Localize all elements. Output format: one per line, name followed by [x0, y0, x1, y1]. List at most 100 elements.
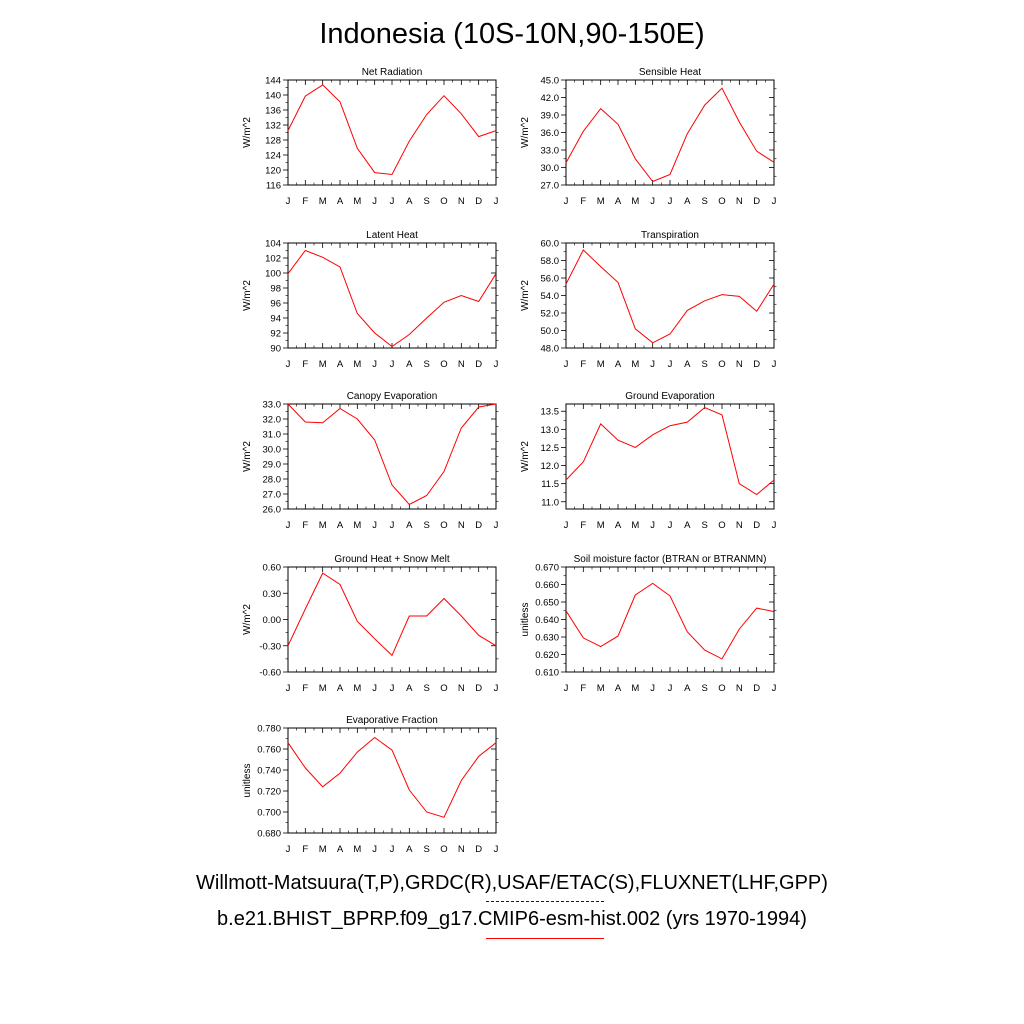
series-line — [287, 403, 497, 506]
x-tick-label: O — [440, 359, 447, 370]
x-tick-label: J — [772, 683, 777, 694]
y-tick-label: 45.0 — [541, 76, 560, 87]
plot-frame — [565, 79, 775, 186]
x-tick-label: J — [772, 520, 777, 531]
x-tick-label: A — [337, 359, 344, 370]
y-axis-label: unitless — [242, 764, 253, 798]
x-tick-label: F — [302, 844, 308, 855]
x-tick-label: A — [615, 683, 622, 694]
x-tick-label: M — [597, 359, 605, 370]
x-tick-label: A — [615, 520, 622, 531]
x-tick-label: F — [580, 359, 586, 370]
chart-panel: J F M A M J J A S O N D J26.027.028.029.030.031.032.… — [242, 391, 499, 531]
panel-title: Evaporative Fraction — [346, 715, 438, 726]
y-tick-label: 42.0 — [541, 93, 560, 104]
chart-panel: J F M A M J J A S O N D J116120124128132136140144Net… — [242, 67, 499, 207]
series-line — [287, 249, 497, 348]
x-tick-label: O — [440, 520, 447, 531]
series-line — [565, 87, 775, 183]
x-tick-label: J — [772, 359, 777, 370]
legend-observed-line — [486, 901, 604, 902]
y-axis-label: W/m^2 — [242, 604, 253, 635]
y-axis-label: W/m^2 — [520, 441, 531, 472]
series-line — [287, 572, 497, 657]
y-tick-label: 31.0 — [263, 430, 282, 441]
x-tick-label: D — [753, 683, 760, 694]
y-tick-label: 54.0 — [541, 291, 560, 302]
chart-panel: J F M A M J J A S O N D J11.011.512.012.513.013.5Gro… — [520, 391, 777, 531]
y-tick-label: -0.30 — [259, 641, 281, 652]
x-tick-label: A — [337, 196, 344, 207]
x-tick-label: N — [458, 844, 465, 855]
y-tick-label: 30.0 — [541, 163, 560, 174]
x-tick-label: M — [319, 359, 327, 370]
chart-panel: J F M A M J J A S O N D J0.6800.7000.7200.7400.7600.… — [242, 715, 499, 855]
x-tick-label: S — [423, 196, 429, 207]
y-tick-label: 36.0 — [541, 128, 560, 139]
x-tick-label: J — [494, 520, 499, 531]
legend-observed-label: Willmott-Matsuura(T,P),GRDC(R),USAF/ETAC… — [196, 872, 828, 894]
x-tick-label: D — [475, 844, 482, 855]
x-tick-label: F — [580, 683, 586, 694]
y-tick-label: 0.60 — [263, 563, 282, 574]
x-tick-label: D — [475, 520, 482, 531]
y-axis-label: W/m^2 — [242, 280, 253, 311]
x-tick-label: A — [684, 683, 691, 694]
x-tick-label: A — [615, 196, 622, 207]
y-tick-label: 96 — [270, 299, 281, 310]
x-tick-label: S — [423, 520, 429, 531]
y-tick-label: 50.0 — [541, 326, 560, 337]
x-tick-label: J — [668, 359, 673, 370]
y-tick-label: 94 — [270, 314, 281, 325]
plot-frame — [287, 727, 497, 834]
x-tick-label: M — [319, 196, 327, 207]
plot-frame — [287, 79, 497, 186]
x-tick-label: J — [564, 683, 569, 694]
x-tick-label: M — [631, 520, 639, 531]
y-axis-label: W/m^2 — [520, 117, 531, 148]
plot-frame — [565, 403, 775, 510]
x-tick-label: F — [302, 520, 308, 531]
x-tick-label: J — [564, 196, 569, 207]
x-tick-label: S — [423, 683, 429, 694]
y-tick-label: 30.0 — [263, 445, 282, 456]
y-tick-label: 56.0 — [541, 274, 560, 285]
x-tick-label: A — [337, 844, 344, 855]
y-tick-label: 120 — [265, 166, 281, 177]
y-tick-label: 13.5 — [541, 407, 560, 418]
x-tick-label: D — [475, 196, 482, 207]
x-tick-label: J — [564, 359, 569, 370]
x-tick-label: O — [718, 520, 725, 531]
chart-panel: J F M A M J J A S O N D J48.050.052.054.056.058.060.… — [520, 230, 777, 370]
y-tick-label: 144 — [265, 76, 281, 87]
x-tick-label: J — [390, 520, 395, 531]
y-tick-label: 136 — [265, 106, 281, 117]
legend-model-line — [486, 938, 604, 939]
x-tick-label: D — [475, 359, 482, 370]
panel-title: Ground Heat + Snow Melt — [334, 554, 450, 565]
y-tick-label: 0.610 — [535, 668, 559, 679]
x-tick-label: A — [337, 683, 344, 694]
x-tick-label: J — [372, 520, 377, 531]
x-tick-label: J — [390, 844, 395, 855]
x-tick-label: A — [406, 520, 413, 531]
y-tick-label: 27.0 — [541, 181, 560, 192]
y-tick-label: 39.0 — [541, 111, 560, 122]
panel-title: Sensible Heat — [639, 67, 701, 78]
x-tick-label: A — [406, 683, 413, 694]
x-tick-label: N — [736, 196, 743, 207]
x-tick-label: J — [650, 359, 655, 370]
y-tick-label: 0.640 — [535, 615, 559, 626]
x-tick-label: S — [701, 196, 707, 207]
x-tick-label: M — [597, 520, 605, 531]
y-tick-label: 32.0 — [263, 415, 282, 426]
x-tick-label: F — [580, 520, 586, 531]
x-tick-label: J — [286, 520, 291, 531]
x-tick-label: A — [406, 196, 413, 207]
x-tick-label: S — [423, 359, 429, 370]
x-tick-label: F — [302, 683, 308, 694]
y-tick-label: 102 — [265, 254, 281, 265]
x-tick-label: J — [286, 196, 291, 207]
